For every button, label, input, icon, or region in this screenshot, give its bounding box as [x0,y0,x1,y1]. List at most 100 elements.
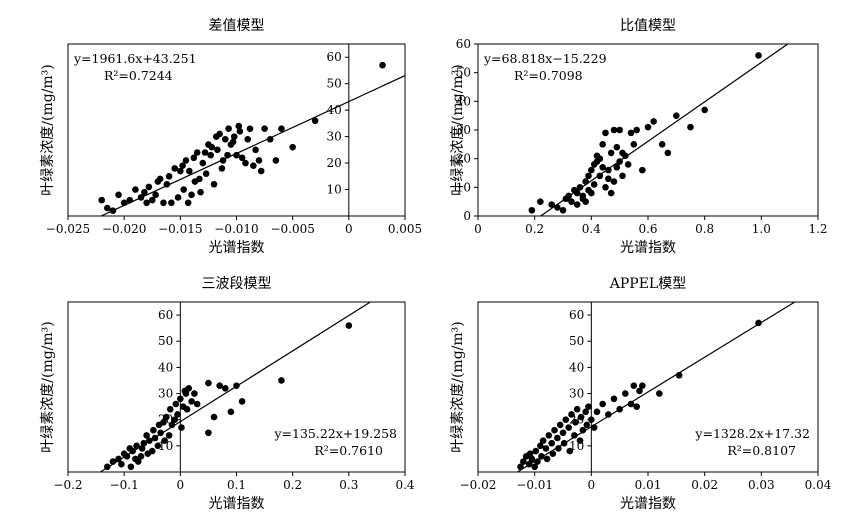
data-point [599,163,606,171]
chart-title: 差值模型 [209,18,265,34]
data-point [177,167,184,175]
data-point [630,382,638,389]
data-point [582,408,589,416]
data-point [148,196,156,204]
data-point [165,173,173,180]
data-point [207,151,214,159]
data-point [109,207,117,215]
data-point [150,426,157,434]
data-point [184,199,192,207]
data-point [233,151,240,159]
fit-line [539,44,789,216]
data-point [605,411,612,418]
data-point [630,141,638,148]
data-point [244,135,252,143]
panel-three-band-model: 三波段模型−0.2−0.100.10.20.30.4102030405060光谱… [40,276,415,512]
data-point [613,163,621,171]
y-axis-label: 叶绿素浓度/(mg/m³) [40,321,56,452]
data-point [596,172,604,180]
data-point [650,118,657,125]
data-point [188,398,195,405]
data-point [624,161,632,168]
data-point [607,189,615,197]
data-point [755,319,762,327]
data-point [166,405,174,413]
data-point [115,455,122,463]
data-point [199,159,207,167]
data-point [622,152,629,160]
data-point [644,123,652,131]
data-point [126,196,134,204]
data-point [562,416,570,423]
x-tick-label: 0.2 [283,478,302,492]
data-point [588,416,595,423]
data-point [168,421,176,429]
data-point [98,196,105,204]
data-point [104,463,111,471]
chart-title: 三波段模型 [202,276,272,292]
data-point [673,112,680,119]
r-squared-label: R²=0.7244 [104,68,173,83]
regression-equation: y=1961.6x+43.251 [73,51,197,66]
data-point [157,429,164,437]
data-point [571,432,578,439]
data-point [183,405,191,413]
data-point [151,434,159,442]
data-point [588,189,595,197]
y-tick-label: 50 [327,77,342,91]
data-point [520,458,527,465]
data-point [221,385,229,392]
data-point [616,158,623,165]
x-tick-label: 0 [588,478,596,492]
data-point [225,125,232,132]
data-point [619,172,626,180]
data-point [588,166,595,174]
data-point [613,143,621,151]
data-point [622,390,629,397]
x-tick-label: −0.2 [53,478,82,492]
data-point [115,191,122,199]
data-point [177,395,184,403]
data-point [252,146,259,154]
data-point [196,175,203,183]
data-point [627,400,635,408]
y-tick-label: 60 [158,308,173,322]
data-point [235,122,243,130]
y-tick-label: 40 [456,94,471,108]
data-point [532,447,540,455]
data-point [160,419,167,426]
data-point [528,206,536,214]
panel-difference-model: 差值模型 −0.025 −0.020 −0.015 −0.010 −0.005 0 0.005… [40,18,422,256]
data-point [146,437,153,444]
data-point [537,198,544,205]
y-tick-label: 40 [158,360,173,374]
data-point [590,181,598,188]
data-point [565,424,572,431]
x-tick-label: 1.0 [752,222,771,236]
data-point [216,382,223,389]
data-point [193,149,201,156]
data-point [190,154,198,162]
x-tick-label: 0.01 [635,478,662,492]
y-tick-label: 30 [569,387,584,401]
data-point [185,385,193,392]
y-tick-label: 60 [327,50,342,64]
data-point [127,463,135,471]
data-point [556,421,564,429]
x-tick-label: 0.8 [695,222,714,236]
data-point [201,149,209,156]
x-tick-label: 0.03 [748,478,775,492]
data-point [221,135,229,143]
data-point [610,126,618,134]
x-tick-label: 0.005 [388,222,422,236]
x-tick-label: 0.3 [339,478,358,492]
data-point [602,129,609,137]
data-point [236,128,244,135]
data-point [590,424,598,431]
data-point [261,125,268,132]
data-point [188,191,195,199]
data-point [664,149,672,157]
data-point [568,411,575,418]
y-tick-label: 50 [569,334,584,348]
